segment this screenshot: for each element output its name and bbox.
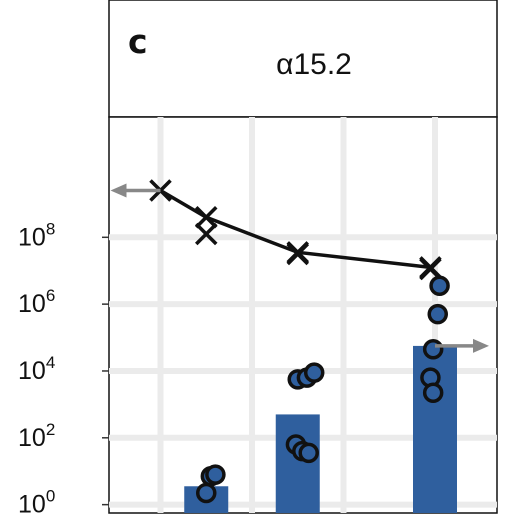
x-marker-stroke	[195, 206, 218, 229]
data-point	[422, 382, 444, 403]
right-arrow	[435, 338, 489, 353]
x-marker-stroke	[419, 257, 442, 281]
data-point	[427, 303, 448, 325]
data-point	[422, 339, 444, 360]
y-tick-label: 108	[18, 219, 55, 251]
data-point	[298, 442, 319, 464]
x-marker-stroke	[286, 242, 309, 266]
arrow-head	[110, 183, 127, 198]
data-point	[205, 464, 226, 485]
y-tick-label: 102	[18, 420, 55, 452]
bar	[275, 414, 320, 513]
x-marker-line-series	[149, 179, 442, 281]
scatter-points	[196, 275, 450, 504]
series-line	[159, 189, 431, 270]
data-point	[303, 362, 325, 383]
x-marker	[195, 222, 218, 246]
data-point	[196, 482, 217, 504]
x-marker	[195, 206, 218, 229]
left-arrow	[110, 183, 161, 198]
facet-strip-box	[108, 0, 498, 118]
y-tick-label: 106	[18, 286, 55, 318]
y-axis-ticks	[102, 236, 109, 506]
x-marker	[419, 257, 442, 281]
direction-arrows	[110, 183, 489, 353]
chart-title: α15.2	[276, 48, 352, 81]
x-marker	[286, 242, 309, 266]
y-tick-label: 100	[18, 487, 55, 519]
y-axis-tick-labels: 100 102 104 106 108	[18, 219, 55, 518]
panel-label: c	[128, 22, 148, 61]
x-marker-stroke	[195, 222, 218, 246]
y-tick-label: 104	[18, 353, 55, 385]
data-point	[429, 275, 450, 297]
plot-panel	[108, 116, 498, 514]
arrow-head	[473, 338, 489, 353]
facet-strip: c α15.2	[108, 0, 498, 118]
